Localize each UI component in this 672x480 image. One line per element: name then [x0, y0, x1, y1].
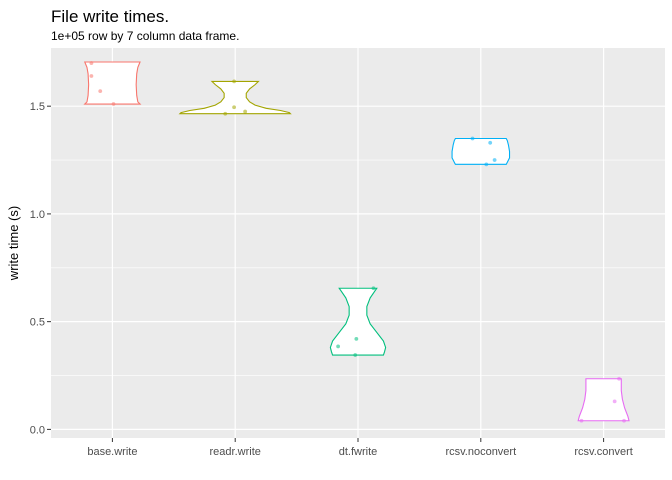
y-tick-label: 1.5: [30, 101, 45, 113]
violins: [83, 61, 630, 422]
data-point-rcsv.noconvert: [484, 162, 489, 167]
x-tick-label: rcsv.convert: [574, 446, 632, 458]
y-tick-label: 0.0: [30, 424, 45, 436]
data-point-base.write: [89, 74, 94, 78]
y-tick-label: 0.5: [30, 317, 45, 329]
violin-dt.fwrite: [329, 287, 387, 356]
data-point-base.write: [111, 102, 116, 106]
violin-base.write: [83, 61, 142, 105]
data-point-readr.write: [232, 79, 236, 84]
data-point-readr.write: [223, 111, 228, 116]
data-point-dt.fwrite: [353, 353, 358, 357]
violin-readr.write: [178, 80, 292, 115]
data-point-base.write: [89, 61, 94, 65]
y-tick-label: 1.0: [30, 209, 45, 221]
data-point-rcsv.convert: [622, 418, 626, 423]
data-point-dt.fwrite: [336, 344, 341, 349]
data-point-rcsv.noconvert: [470, 136, 475, 141]
violin-rcsv.convert: [577, 378, 630, 422]
violin-rcsv.noconvert: [451, 137, 511, 165]
x-axis: base.write readr.write dt.fwrite rcsv.nocon…: [87, 438, 633, 458]
data-point-base.write: [98, 89, 103, 93]
data-point-rcsv.convert: [617, 376, 621, 381]
chart-title: File write times.: [51, 7, 169, 26]
chart-subtitle: 1e+05 row by 7 column data frame.: [51, 29, 239, 43]
x-tick-label: dt.fwrite: [339, 446, 378, 458]
data-point-readr.write: [232, 105, 236, 110]
data-point-readr.write: [243, 109, 248, 114]
data-point-rcsv.convert: [612, 399, 617, 404]
x-tick-label: readr.write: [210, 446, 261, 458]
x-tick-label: base.write: [87, 446, 137, 458]
data-point-rcsv.noconvert: [488, 140, 493, 145]
data-point-dt.fwrite: [354, 336, 359, 341]
data-point-rcsv.convert: [579, 418, 584, 423]
data-points: [89, 61, 626, 423]
x-tick-label: rcsv.noconvert: [445, 446, 516, 458]
y-axis: 0.0 0.5 1.0 1.5: [30, 101, 51, 436]
data-point-dt.fwrite: [371, 286, 376, 291]
y-axis-label: write time (s): [6, 206, 21, 281]
data-point-rcsv.noconvert: [492, 158, 497, 162]
